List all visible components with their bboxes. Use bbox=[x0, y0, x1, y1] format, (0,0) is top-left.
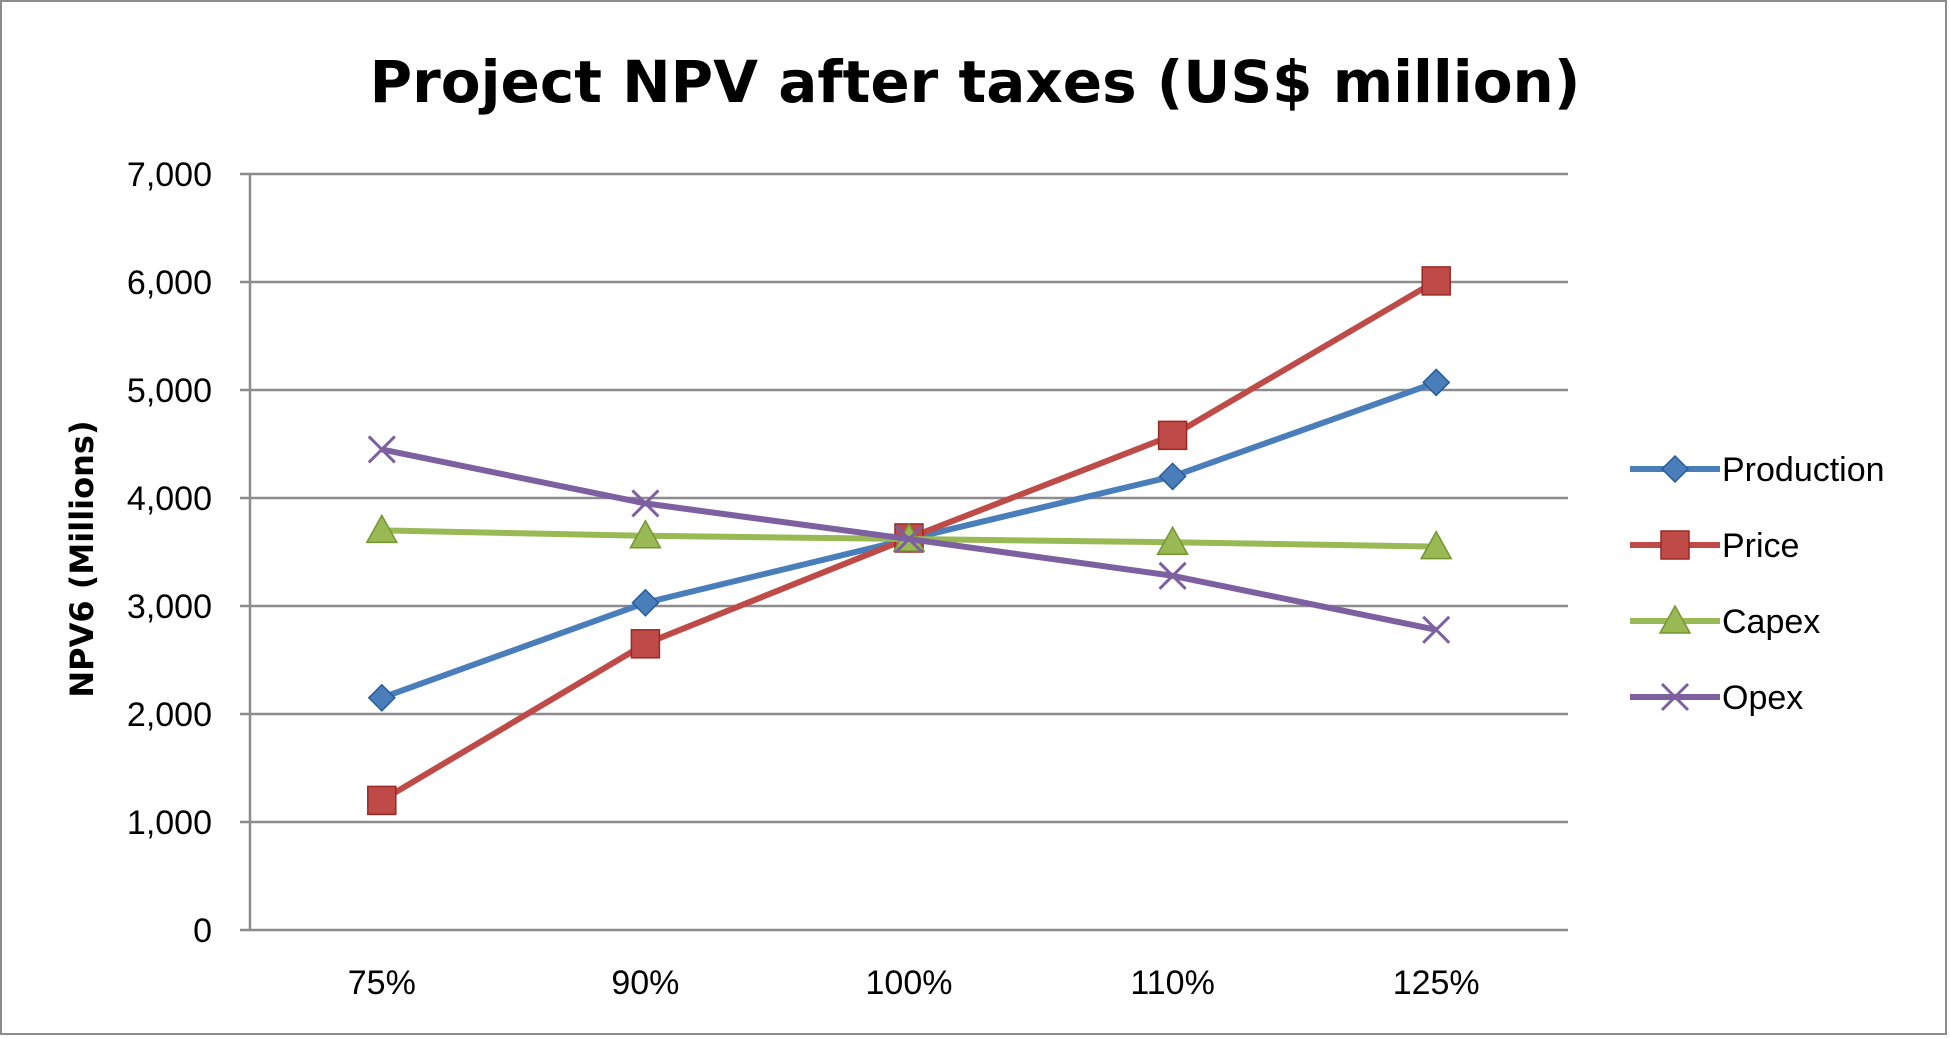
x-tick-label: 90% bbox=[611, 964, 679, 1002]
marker-stroke bbox=[1158, 561, 1187, 590]
y-tick-label: 7,000 bbox=[127, 156, 212, 194]
data-point-capex bbox=[1156, 525, 1189, 556]
marker-stroke bbox=[1422, 615, 1451, 644]
x-tick-label: 100% bbox=[866, 964, 953, 1002]
data-point-production bbox=[631, 588, 660, 617]
legend-item-price: Price bbox=[1630, 527, 1799, 565]
data-point-opex bbox=[894, 524, 924, 554]
data-point-capex bbox=[365, 513, 399, 544]
data-point-production bbox=[1422, 368, 1451, 397]
x-tick-label: 110% bbox=[1130, 964, 1214, 1002]
marker-stroke bbox=[894, 524, 924, 554]
legend-item-capex: Capex bbox=[1630, 603, 1820, 641]
data-point-opex bbox=[1422, 615, 1451, 644]
y-tick-label: 4,000 bbox=[127, 480, 212, 518]
data-point-opex bbox=[631, 489, 660, 518]
data-point-capex bbox=[1419, 530, 1453, 560]
legend-item-production: Production bbox=[1630, 451, 1885, 489]
data-point-price bbox=[1157, 420, 1188, 451]
marker-stroke bbox=[631, 489, 660, 518]
y-tick-label: 2,000 bbox=[127, 696, 212, 734]
legend-marker bbox=[1660, 530, 1690, 560]
legend: Production Price Capex Opex bbox=[1630, 451, 1885, 717]
data-point-capex bbox=[629, 519, 662, 549]
y-tick-label: 3,000 bbox=[127, 588, 212, 626]
data-point-opex bbox=[367, 435, 396, 464]
y-axis-label: NPV6 (Millions) bbox=[63, 420, 101, 697]
data-point-price bbox=[630, 629, 661, 659]
x-axis-ticks: 75% 90% 100% 110% 125% bbox=[348, 964, 1480, 1002]
data-point-price bbox=[367, 785, 397, 816]
x-tick-label: 125% bbox=[1393, 964, 1480, 1002]
data-point-production bbox=[367, 683, 396, 712]
series-group bbox=[365, 266, 1453, 816]
data-point-production bbox=[1158, 462, 1187, 491]
y-tick-label: 5,000 bbox=[127, 372, 212, 410]
y-axis-ticks: 0 1,000 2,000 3,000 4,000 5,000 6,000 7,000 bbox=[127, 156, 250, 950]
y-tick-label: 6,000 bbox=[127, 264, 212, 302]
data-point-price bbox=[1421, 266, 1451, 296]
legend-item-opex: Opex bbox=[1630, 679, 1803, 717]
series-opex bbox=[367, 435, 1451, 644]
data-point-opex bbox=[1158, 561, 1187, 590]
legend-label: Production bbox=[1722, 451, 1885, 489]
axes bbox=[248, 174, 1568, 932]
legend-marker bbox=[1660, 454, 1690, 484]
y-tick-label: 1,000 bbox=[127, 804, 212, 842]
x-tick-label: 75% bbox=[348, 964, 416, 1002]
legend-marker bbox=[1660, 682, 1690, 712]
marker-stroke bbox=[1660, 682, 1690, 712]
legend-label: Price bbox=[1722, 527, 1799, 565]
legend-marker bbox=[1658, 604, 1692, 634]
legend-label: Opex bbox=[1722, 679, 1803, 717]
chart-title: Project NPV after taxes (US$ million) bbox=[370, 48, 1581, 116]
legend-label: Capex bbox=[1722, 603, 1820, 641]
marker-stroke bbox=[367, 435, 396, 464]
gridlines bbox=[250, 172, 1568, 824]
y-tick-label: 0 bbox=[193, 912, 212, 950]
